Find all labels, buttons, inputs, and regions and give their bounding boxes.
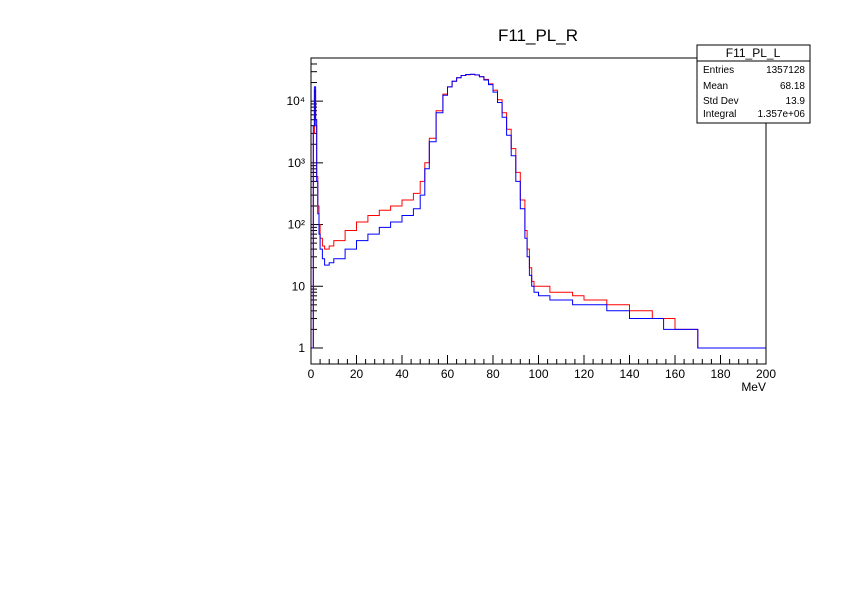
x-tick-label: 0 [308,367,315,381]
x-tick-label: 100 [528,367,548,381]
stats-mean-value: 68.18 [780,81,805,92]
x-axis: 0 20 40 60 80 100 120 140 160 180 200 [308,355,776,381]
x-tick-label: 160 [665,367,685,381]
stats-stddev-label: Std Dev [703,96,739,107]
y-tick-label: 10² [288,218,305,232]
stats-entries-label: Entries [703,65,734,76]
stats-entries-value: 1357128 [766,65,805,76]
x-tick-label: 20 [350,367,364,381]
stats-integral-label: Integral [703,109,736,120]
series-layer [312,73,766,349]
x-tick-label: 40 [395,367,409,381]
stats-integral-value: 1.357e+06 [757,109,805,120]
x-tick-label: 120 [574,367,594,381]
x-tick-label: 80 [486,367,500,381]
x-tick-label: 180 [710,367,730,381]
stats-box-title: F11_PL_L [726,46,781,60]
x-tick-label: 200 [756,367,776,381]
y-tick-label: 10³ [288,156,305,170]
y-axis: 1 10 10² 10³ 10⁴ [286,57,323,355]
y-tick-label: 1 [298,341,305,355]
stats-mean-label: Mean [703,81,728,92]
y-tick-label: 10 [292,279,306,293]
stats-stddev-value: 13.9 [786,96,806,107]
series-line-blue [312,73,766,349]
series-line-red [312,74,735,349]
y-tick-label: 10⁴ [286,94,305,108]
x-tick-label: 60 [441,367,455,381]
x-axis-label: MeV [741,380,766,394]
stats-box: F11_PL_L Entries 1357128 Mean 68.18 Std … [696,44,811,124]
x-tick-label: 140 [619,367,639,381]
chart-title: F11_PL_R [498,26,578,45]
